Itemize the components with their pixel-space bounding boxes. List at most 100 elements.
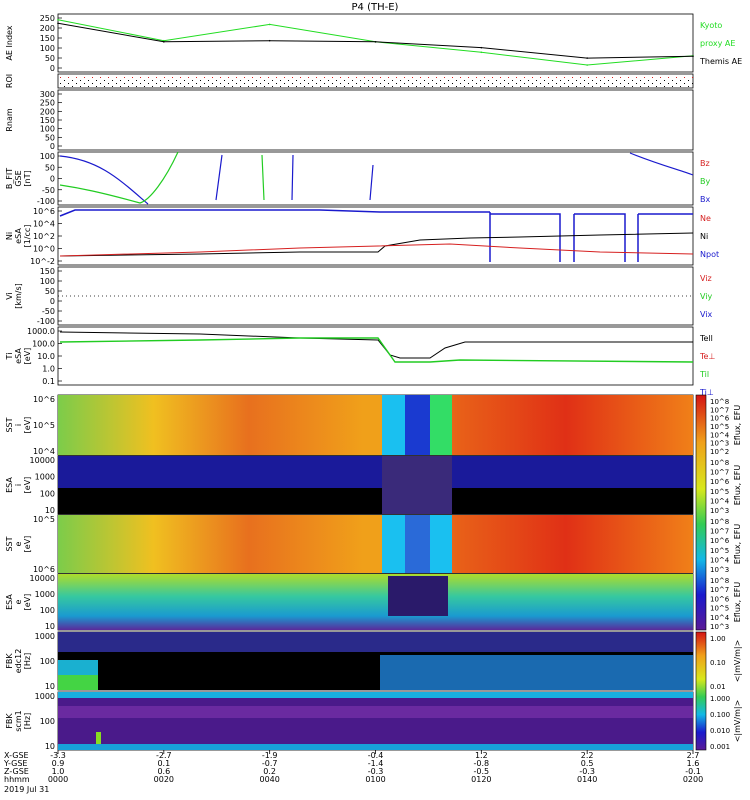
footer-value: 1.6 bbox=[687, 759, 700, 768]
roi-dot bbox=[164, 83, 165, 84]
temperature-til-line bbox=[59, 337, 694, 363]
y-tick-label: 10^2 bbox=[33, 232, 55, 241]
roi-dot bbox=[208, 80, 209, 81]
esa-ion-bottom bbox=[58, 488, 693, 514]
plot-title: P4 (TH-E) bbox=[352, 2, 399, 13]
y-tick-label: -100 bbox=[37, 197, 55, 206]
y-tick-label: 10^6 bbox=[33, 207, 55, 216]
roi-dot bbox=[496, 80, 497, 81]
roi-dot bbox=[504, 80, 505, 81]
roi-dot bbox=[136, 80, 137, 81]
roi-dot bbox=[244, 77, 245, 78]
roi-dot bbox=[172, 77, 173, 78]
roi-dot bbox=[516, 83, 517, 84]
y-tick-label: -50 bbox=[42, 307, 55, 316]
roi-dot bbox=[192, 86, 193, 87]
y-tick-label: -100 bbox=[37, 317, 55, 326]
roi-dot bbox=[292, 83, 293, 84]
roi-dot bbox=[76, 77, 77, 78]
colorbar-tick-label: 10^7 bbox=[710, 406, 729, 414]
roi-dot bbox=[220, 83, 221, 84]
roi-dot bbox=[312, 80, 313, 81]
footer-value: -0.7 bbox=[262, 759, 278, 768]
colorbar-tick-label: 10^6 bbox=[710, 595, 730, 603]
roi-dot bbox=[428, 77, 429, 78]
roi-dot bbox=[288, 80, 289, 81]
bfit-bx-line bbox=[59, 152, 694, 205]
colorbar-label: <|mV/m|> bbox=[733, 700, 742, 743]
fbk-scm1-blip bbox=[96, 732, 101, 744]
roi-dot bbox=[644, 77, 645, 78]
roi-dot bbox=[168, 86, 169, 87]
roi-dot bbox=[324, 77, 325, 78]
roi-dot bbox=[652, 77, 653, 78]
roi-dot bbox=[464, 86, 465, 87]
roi-dot bbox=[624, 80, 625, 81]
roi-dot bbox=[168, 80, 169, 81]
footer-value: 2.7 bbox=[687, 751, 700, 760]
roi-dot bbox=[356, 83, 357, 84]
colorbar-tick-label: 1.00 bbox=[710, 635, 726, 643]
roi-dot bbox=[212, 77, 213, 78]
roi-dot bbox=[444, 77, 445, 78]
roi-dot bbox=[576, 86, 577, 87]
roi-dot bbox=[608, 86, 609, 87]
y-tick-label: 250 bbox=[40, 14, 55, 23]
roi-dot bbox=[260, 83, 261, 84]
roi-dot bbox=[604, 83, 605, 84]
roi-dot bbox=[516, 77, 517, 78]
ae-data-point bbox=[480, 51, 483, 54]
panel-ylabel: [eV] bbox=[23, 594, 32, 611]
y-tick-label: 10^4 bbox=[33, 447, 55, 456]
y-tick-label: 10^4 bbox=[33, 220, 55, 229]
roi-dot bbox=[644, 83, 645, 84]
roi-dot bbox=[200, 86, 201, 87]
roi-dot bbox=[112, 86, 113, 87]
roi-dot bbox=[124, 77, 125, 78]
roi-dot bbox=[536, 86, 537, 87]
roi-dot bbox=[632, 86, 633, 87]
roi-dot bbox=[612, 77, 613, 78]
legend-entry: Te⊥ bbox=[699, 352, 715, 361]
roi-dot bbox=[408, 80, 409, 81]
roi-dot bbox=[580, 83, 581, 84]
y-tick-label: 10^6 bbox=[33, 395, 55, 404]
panel-frame bbox=[57, 206, 694, 266]
footer-value: 1.2 bbox=[475, 751, 488, 760]
roi-dot bbox=[560, 86, 561, 87]
roi-dot bbox=[360, 86, 361, 87]
roi-dot bbox=[388, 83, 389, 84]
roi-dot bbox=[196, 83, 197, 84]
roi-dot bbox=[144, 86, 145, 87]
roi-dot bbox=[484, 77, 485, 78]
ae-data-point bbox=[268, 39, 271, 42]
roi-dot bbox=[528, 80, 529, 81]
roi-dot bbox=[536, 80, 537, 81]
colorbar-tick-label: 10^5 bbox=[710, 547, 729, 555]
roi-dot bbox=[132, 83, 133, 84]
roi-dot bbox=[80, 86, 81, 87]
panel-ylabel: ESA bbox=[5, 477, 14, 493]
panel-ylabel: SST bbox=[5, 536, 14, 551]
roi-dot bbox=[592, 86, 593, 87]
roi-dot bbox=[396, 77, 397, 78]
y-tick-label: 100.0 bbox=[32, 340, 55, 349]
roi-dot bbox=[308, 77, 309, 78]
panel-ylabel: ESA bbox=[5, 594, 14, 610]
panel-ylabel: scm1 bbox=[14, 710, 23, 731]
roi-dot bbox=[72, 80, 73, 81]
roi-dot bbox=[144, 80, 145, 81]
roi-dot bbox=[92, 77, 93, 78]
y-tick-label: 1000 bbox=[35, 692, 55, 701]
roi-dot bbox=[324, 83, 325, 84]
roi-dot bbox=[216, 80, 217, 81]
roi-dot bbox=[476, 83, 477, 84]
roi-dot bbox=[180, 77, 181, 78]
roi-dot bbox=[160, 80, 161, 81]
footer-value: 0.2 bbox=[263, 767, 276, 776]
density-ne-line bbox=[59, 243, 694, 257]
roi-dot bbox=[404, 83, 405, 84]
roi-dot bbox=[328, 86, 329, 87]
ae-data-point bbox=[163, 39, 165, 42]
roi-dot bbox=[60, 83, 61, 84]
